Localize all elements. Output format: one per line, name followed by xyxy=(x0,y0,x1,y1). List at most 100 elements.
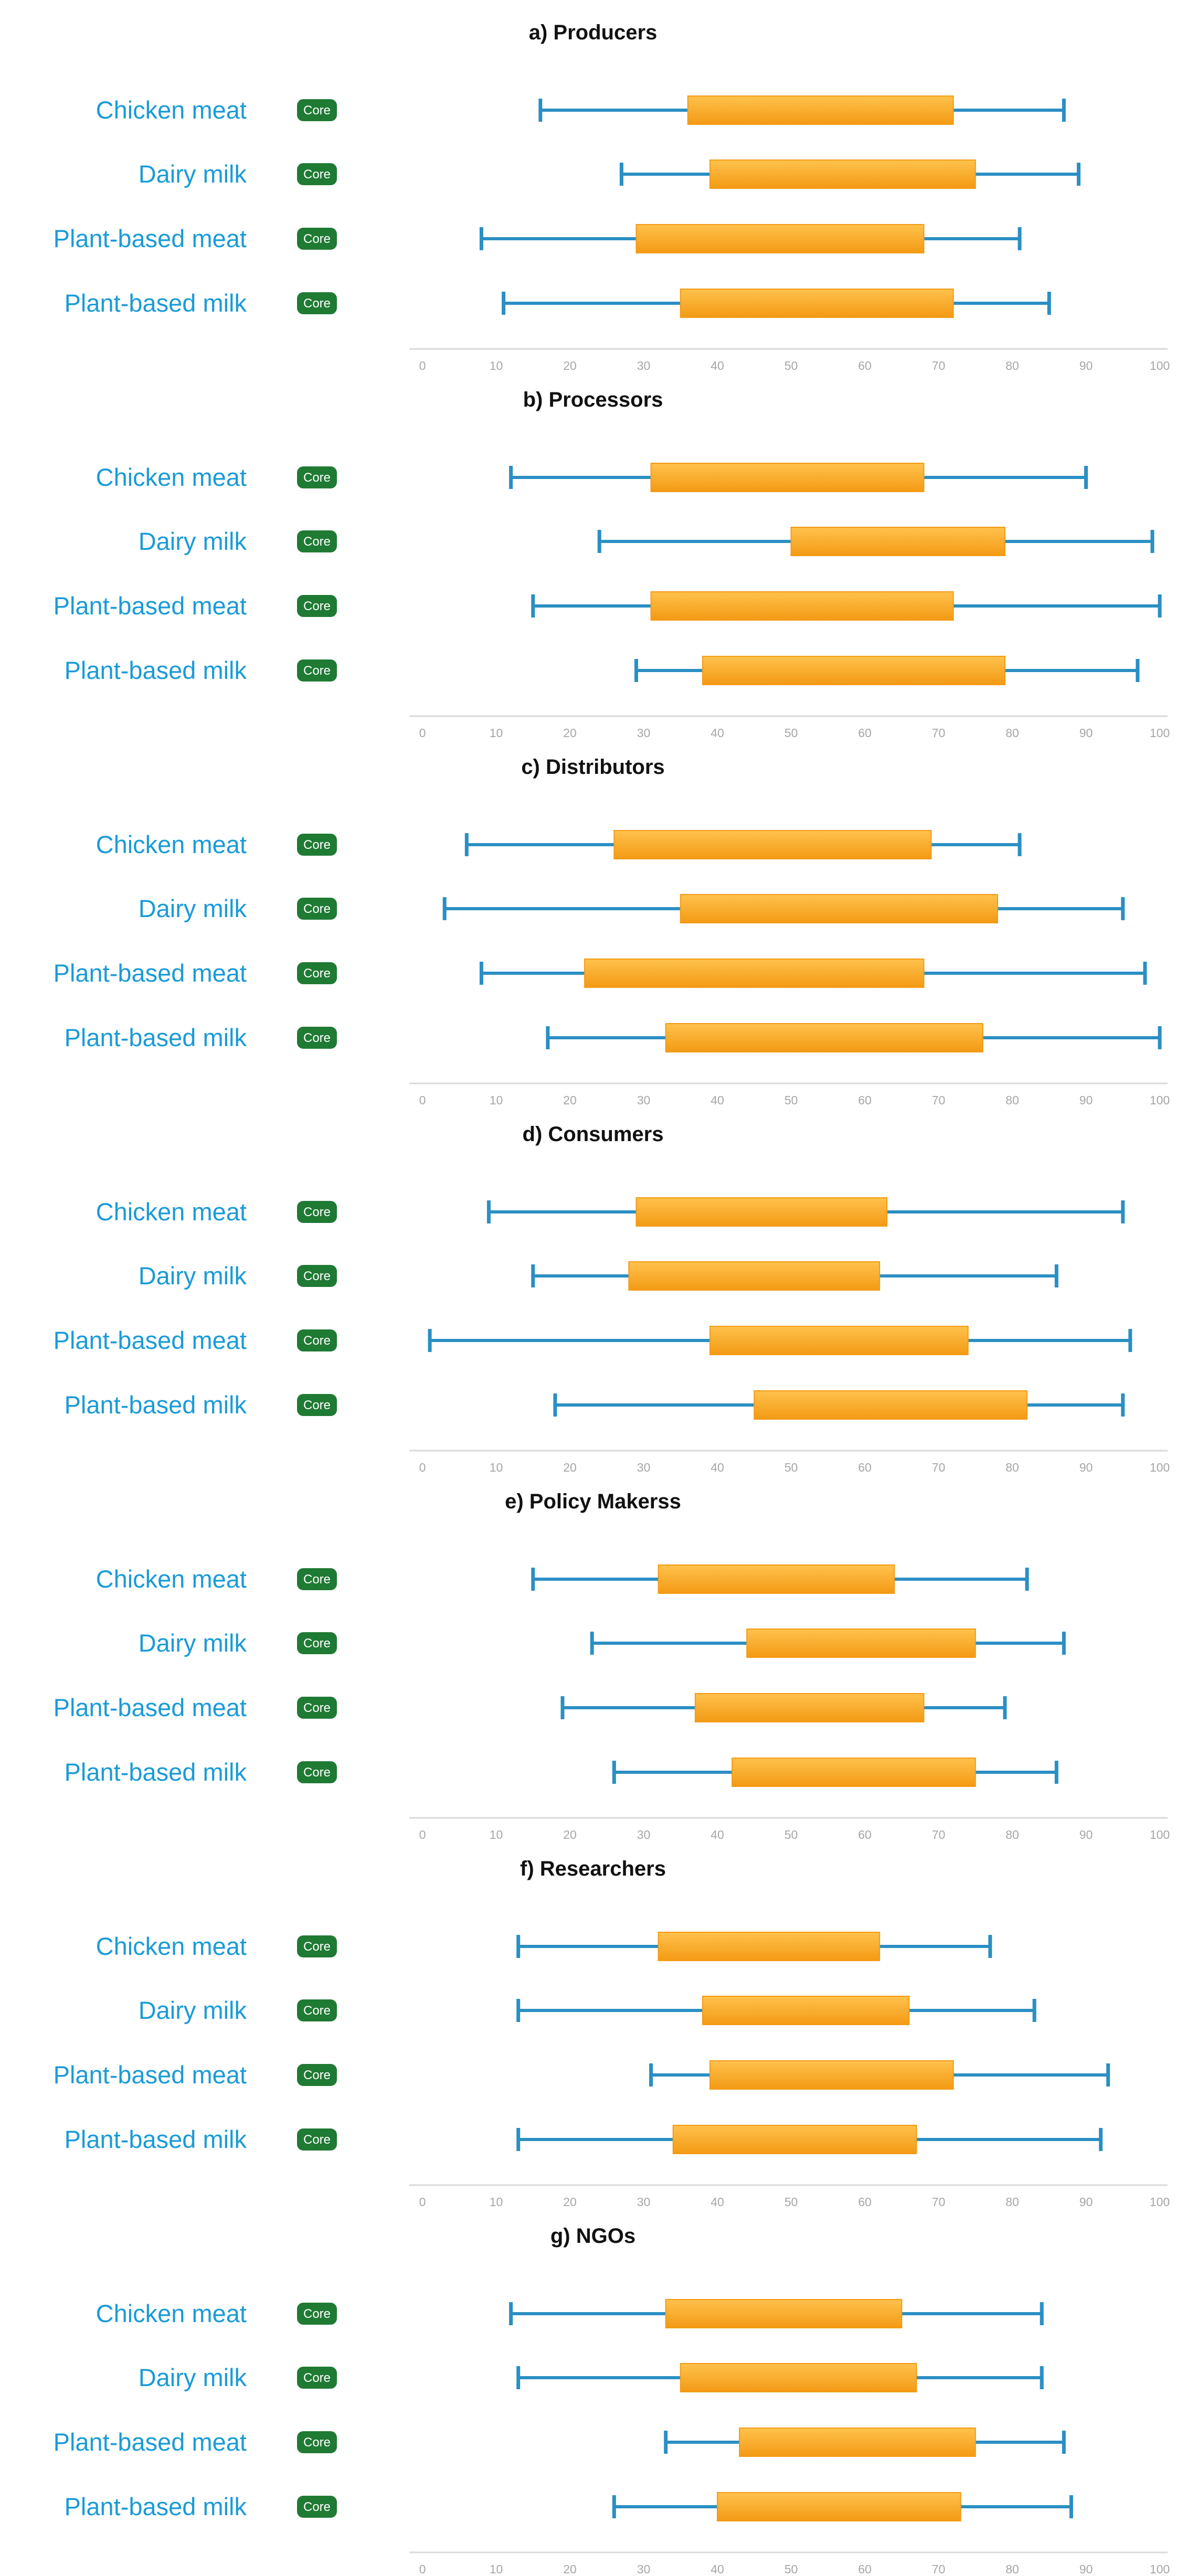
core-badge: Core xyxy=(297,1935,337,1957)
range-box xyxy=(650,463,925,492)
core-badge-label: Core xyxy=(303,2004,331,2018)
x-tick-label: 0 xyxy=(419,1828,426,1841)
range-box xyxy=(694,1693,925,1722)
range-box xyxy=(732,1758,976,1787)
core-badge: Core xyxy=(297,2303,337,2325)
x-tick-label: 90 xyxy=(1079,2195,1093,2209)
panel: e) Policy Makerss Chicken meat Core Dairy m… xyxy=(54,1490,1170,1841)
x-tick-label: 50 xyxy=(785,1828,798,1841)
core-badge-shape xyxy=(297,530,337,552)
core-badge-label: Core xyxy=(303,1765,331,1780)
panel-title: d) Consumers xyxy=(523,1123,664,1146)
x-tick-label: 20 xyxy=(563,1461,577,1474)
x-tick-label: 10 xyxy=(490,2562,503,2576)
x-tick-label: 30 xyxy=(637,359,651,372)
core-badge-label: Core xyxy=(303,599,331,613)
range-box xyxy=(672,2125,917,2154)
x-tick-label: 40 xyxy=(711,1828,724,1841)
core-badge-label: Core xyxy=(303,2435,331,2450)
x-tick-label: 30 xyxy=(637,2562,651,2576)
core-badge-shape xyxy=(297,2496,337,2518)
x-tick-label: 60 xyxy=(858,1828,872,1841)
core-badge-label: Core xyxy=(303,1334,331,1348)
x-tick-label: 70 xyxy=(932,1828,946,1841)
category-label: Plant-based milk xyxy=(65,289,247,317)
core-badge-label: Core xyxy=(303,167,331,182)
core-badge-shape xyxy=(297,1632,337,1654)
core-badge-shape xyxy=(297,2303,337,2325)
range-box xyxy=(709,1326,969,1355)
category-label: Dairy milk xyxy=(139,1996,247,2024)
x-tick-label: 70 xyxy=(932,2562,946,2576)
panel: c) Distributors Chicken meat Core Dairy mil… xyxy=(54,755,1170,1107)
core-badge: Core xyxy=(297,1999,337,2021)
x-tick-label: 50 xyxy=(785,1461,798,1474)
core-badge-shape xyxy=(297,1394,337,1416)
x-tick-label: 20 xyxy=(563,2195,577,2209)
x-tick-label: 90 xyxy=(1079,726,1093,740)
core-badge-shape xyxy=(297,898,337,920)
x-tick-label: 50 xyxy=(785,726,798,740)
core-badge: Core xyxy=(297,99,337,121)
x-tick-label: 90 xyxy=(1079,1461,1093,1474)
panel: f) Researchers Chicken meat Core Dairy milk… xyxy=(54,1857,1170,2209)
core-badge-label: Core xyxy=(303,232,331,246)
core-badge: Core xyxy=(297,2064,337,2086)
x-tick-label: 80 xyxy=(1005,2195,1019,2209)
x-tick-label: 0 xyxy=(419,2195,426,2209)
x-tick-label: 30 xyxy=(637,1093,651,1107)
category-label: Plant-based meat xyxy=(54,1694,247,1721)
core-badge-shape xyxy=(297,834,337,856)
x-tick-label: 0 xyxy=(419,726,426,740)
x-tick-label: 40 xyxy=(711,726,724,740)
x-tick-label: 80 xyxy=(1005,726,1019,740)
core-badge: Core xyxy=(297,292,337,314)
core-badge: Core xyxy=(297,1632,337,1654)
core-badge: Core xyxy=(297,898,337,920)
range-box xyxy=(680,2363,917,2392)
range-box xyxy=(709,159,976,189)
category-label: Chicken meat xyxy=(96,2300,247,2327)
x-tick-label: 90 xyxy=(1079,1828,1093,1841)
core-badge: Core xyxy=(297,1201,337,1223)
range-box xyxy=(702,1996,910,2025)
core-badge-shape xyxy=(297,292,337,314)
x-tick-label: 50 xyxy=(785,2562,798,2576)
x-tick-label: 100 xyxy=(1150,2562,1170,2576)
core-badge-label: Core xyxy=(303,1701,331,1715)
category-label: Chicken meat xyxy=(96,1565,247,1593)
core-badge: Core xyxy=(297,1697,337,1719)
core-badge-label: Core xyxy=(303,535,331,549)
x-tick-label: 10 xyxy=(490,726,503,740)
x-tick-label: 20 xyxy=(563,359,577,372)
x-tick-label: 40 xyxy=(711,1461,724,1474)
x-tick-label: 80 xyxy=(1005,1093,1019,1107)
range-box xyxy=(658,1932,881,1961)
category-label: Plant-based milk xyxy=(65,2493,247,2520)
core-badge: Core xyxy=(297,1265,337,1287)
x-tick-label: 30 xyxy=(637,726,651,740)
category-label: Dairy milk xyxy=(139,527,247,555)
category-label: Dairy milk xyxy=(139,1262,247,1290)
x-tick-label: 20 xyxy=(563,1093,577,1107)
x-tick-label: 40 xyxy=(711,2195,724,2209)
range-box xyxy=(790,527,1005,556)
panel: a) Producers Chicken meat Core Dairy milk Co… xyxy=(54,21,1170,372)
range-box xyxy=(665,1023,983,1052)
range-box xyxy=(650,591,954,621)
core-badge-shape xyxy=(297,962,337,984)
x-tick-label: 10 xyxy=(490,359,503,372)
core-badge-label: Core xyxy=(303,2371,331,2385)
core-badge-label: Core xyxy=(303,1398,331,1412)
x-tick-label: 60 xyxy=(858,726,872,740)
core-badge-shape xyxy=(297,2064,337,2086)
x-tick-label: 90 xyxy=(1079,2562,1093,2576)
x-tick-label: 70 xyxy=(932,726,946,740)
core-badge-shape xyxy=(297,1329,337,1351)
x-tick-label: 50 xyxy=(785,1093,798,1107)
x-tick-label: 20 xyxy=(563,1828,577,1841)
core-badge-label: Core xyxy=(303,1572,331,1587)
core-badge-label: Core xyxy=(303,664,331,678)
core-badge-label: Core xyxy=(303,471,331,485)
x-tick-label: 70 xyxy=(932,359,946,372)
